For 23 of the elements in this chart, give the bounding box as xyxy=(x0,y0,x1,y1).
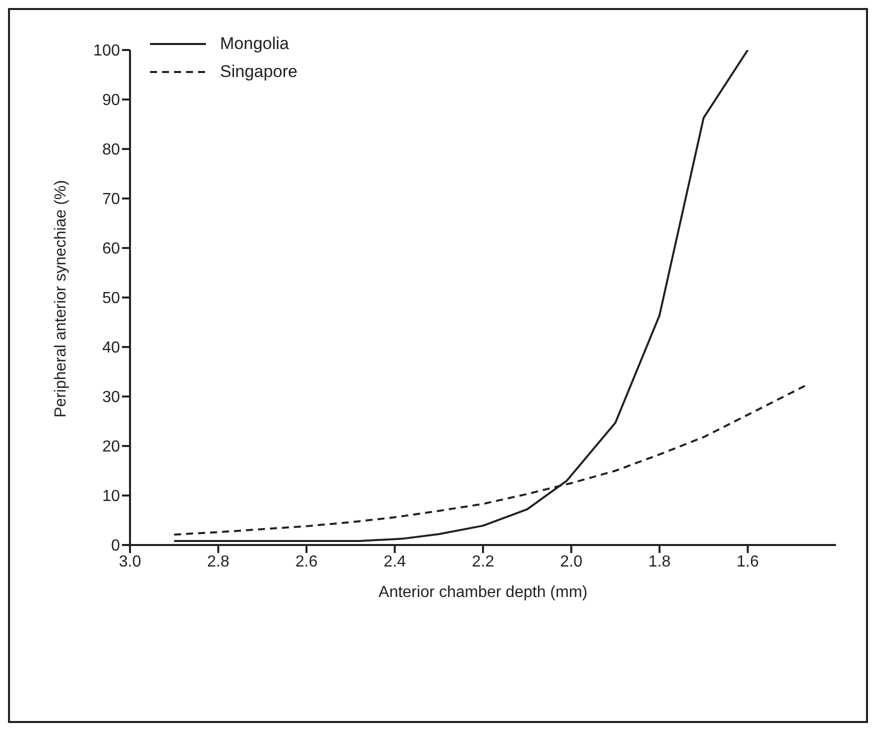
y-tick-label: 50 xyxy=(102,290,120,308)
y-tick-label: 80 xyxy=(102,142,120,159)
y-tick-label: 90 xyxy=(102,92,120,110)
legend-label: Mongolia xyxy=(220,34,289,54)
x-axis-title: Anterior chamber depth (mm) xyxy=(378,584,588,601)
y-tick-label: 30 xyxy=(102,389,120,406)
y-tick-label: 0 xyxy=(111,538,120,555)
y-tick-label: 20 xyxy=(102,438,120,456)
x-tick-label: 1.6 xyxy=(736,553,759,570)
y-tick-label: 40 xyxy=(102,340,120,357)
x-tick-label: 2.2 xyxy=(472,553,494,570)
x-tick-label: 3.0 xyxy=(118,553,142,570)
legend-label: Singapore xyxy=(220,62,298,82)
x-tick-label: 2.4 xyxy=(384,553,406,570)
y-tick-label: 10 xyxy=(102,488,120,506)
x-tick-label: 2.6 xyxy=(295,553,318,570)
x-tick-label: 2.8 xyxy=(207,553,230,570)
y-tick-label: 60 xyxy=(102,240,120,258)
y-tick-label: 100 xyxy=(93,42,120,60)
y-axis-title: Peripheral anterior synechiae (%) xyxy=(52,180,70,418)
x-tick-label: 2.0 xyxy=(560,553,582,570)
y-tick-label: 70 xyxy=(102,191,120,208)
x-tick-label: 1.8 xyxy=(648,553,671,570)
